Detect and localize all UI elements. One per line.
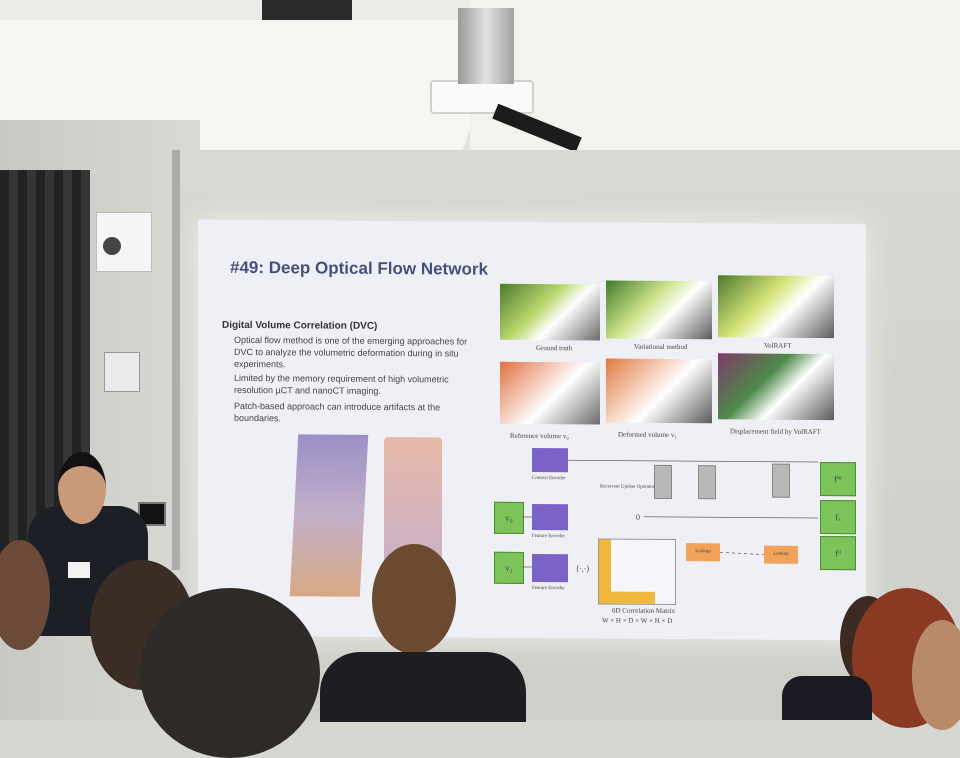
name-badge xyxy=(68,562,90,578)
audience-head-dark xyxy=(140,588,320,758)
air-vent xyxy=(430,80,534,114)
connector-lookup xyxy=(720,552,764,554)
speaker-cone-icon xyxy=(103,237,121,255)
vent-duct xyxy=(458,8,514,84)
projection-screen: #49: Deep Optical Flow Network Digital V… xyxy=(198,220,866,641)
ceiling-light-top xyxy=(262,0,352,20)
diagram-connectors xyxy=(198,220,866,641)
wall-speaker xyxy=(96,212,152,272)
audience-head-center xyxy=(372,544,456,654)
connector-context xyxy=(568,460,818,462)
audience-jacket-right xyxy=(782,676,872,720)
presenter-head xyxy=(58,452,106,524)
connector-flow xyxy=(644,517,818,518)
wall-camera xyxy=(104,352,140,392)
wall-pipe xyxy=(172,150,180,570)
audience-shirt-center xyxy=(320,652,526,722)
